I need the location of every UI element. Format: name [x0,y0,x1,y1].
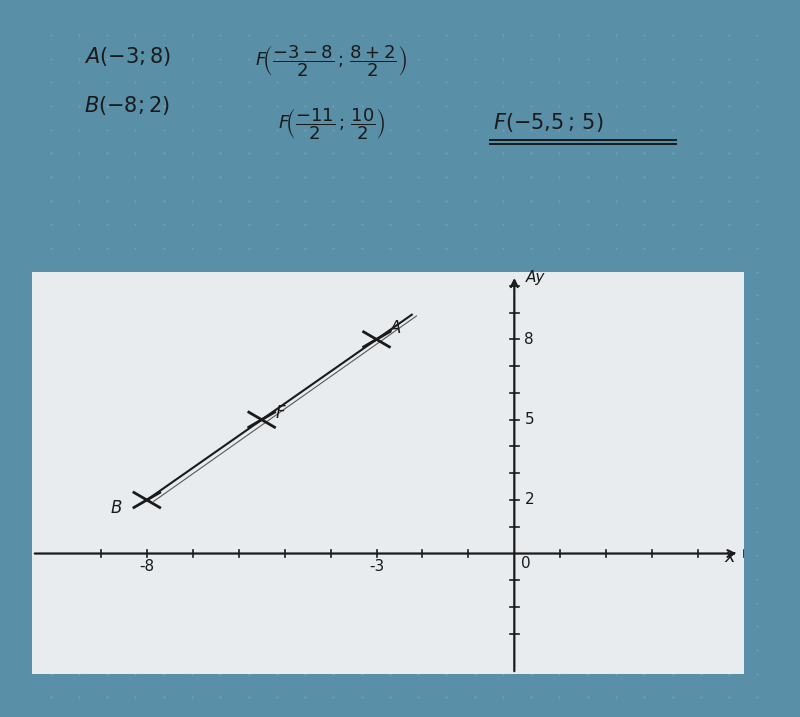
Text: 8: 8 [525,332,534,347]
Text: 5: 5 [525,412,534,427]
Text: x: x [725,548,735,566]
Text: F: F [275,404,285,422]
Text: A: A [390,318,402,337]
Text: $F(-5{,}5\,;\,5)$: $F(-5{,}5\,;\,5)$ [494,111,604,134]
Text: -3: -3 [369,559,384,574]
Text: $F\!\left(\dfrac{-3-8}{2}\,;\,\dfrac{8+2}{2}\right)$: $F\!\left(\dfrac{-3-8}{2}\,;\,\dfrac{8+2… [255,44,407,80]
Text: Ay: Ay [526,270,545,285]
Text: -8: -8 [139,559,154,574]
Text: B: B [110,499,122,518]
Text: 2: 2 [525,493,534,508]
Text: 0: 0 [521,556,530,571]
Text: $A(-3;8)$: $A(-3;8)$ [84,45,171,68]
Text: $B(-8;2)$: $B(-8;2)$ [84,94,170,117]
Text: $F\!\left(\dfrac{-11}{2}\,;\,\dfrac{10}{2}\right)$: $F\!\left(\dfrac{-11}{2}\,;\,\dfrac{10}{… [278,106,386,142]
